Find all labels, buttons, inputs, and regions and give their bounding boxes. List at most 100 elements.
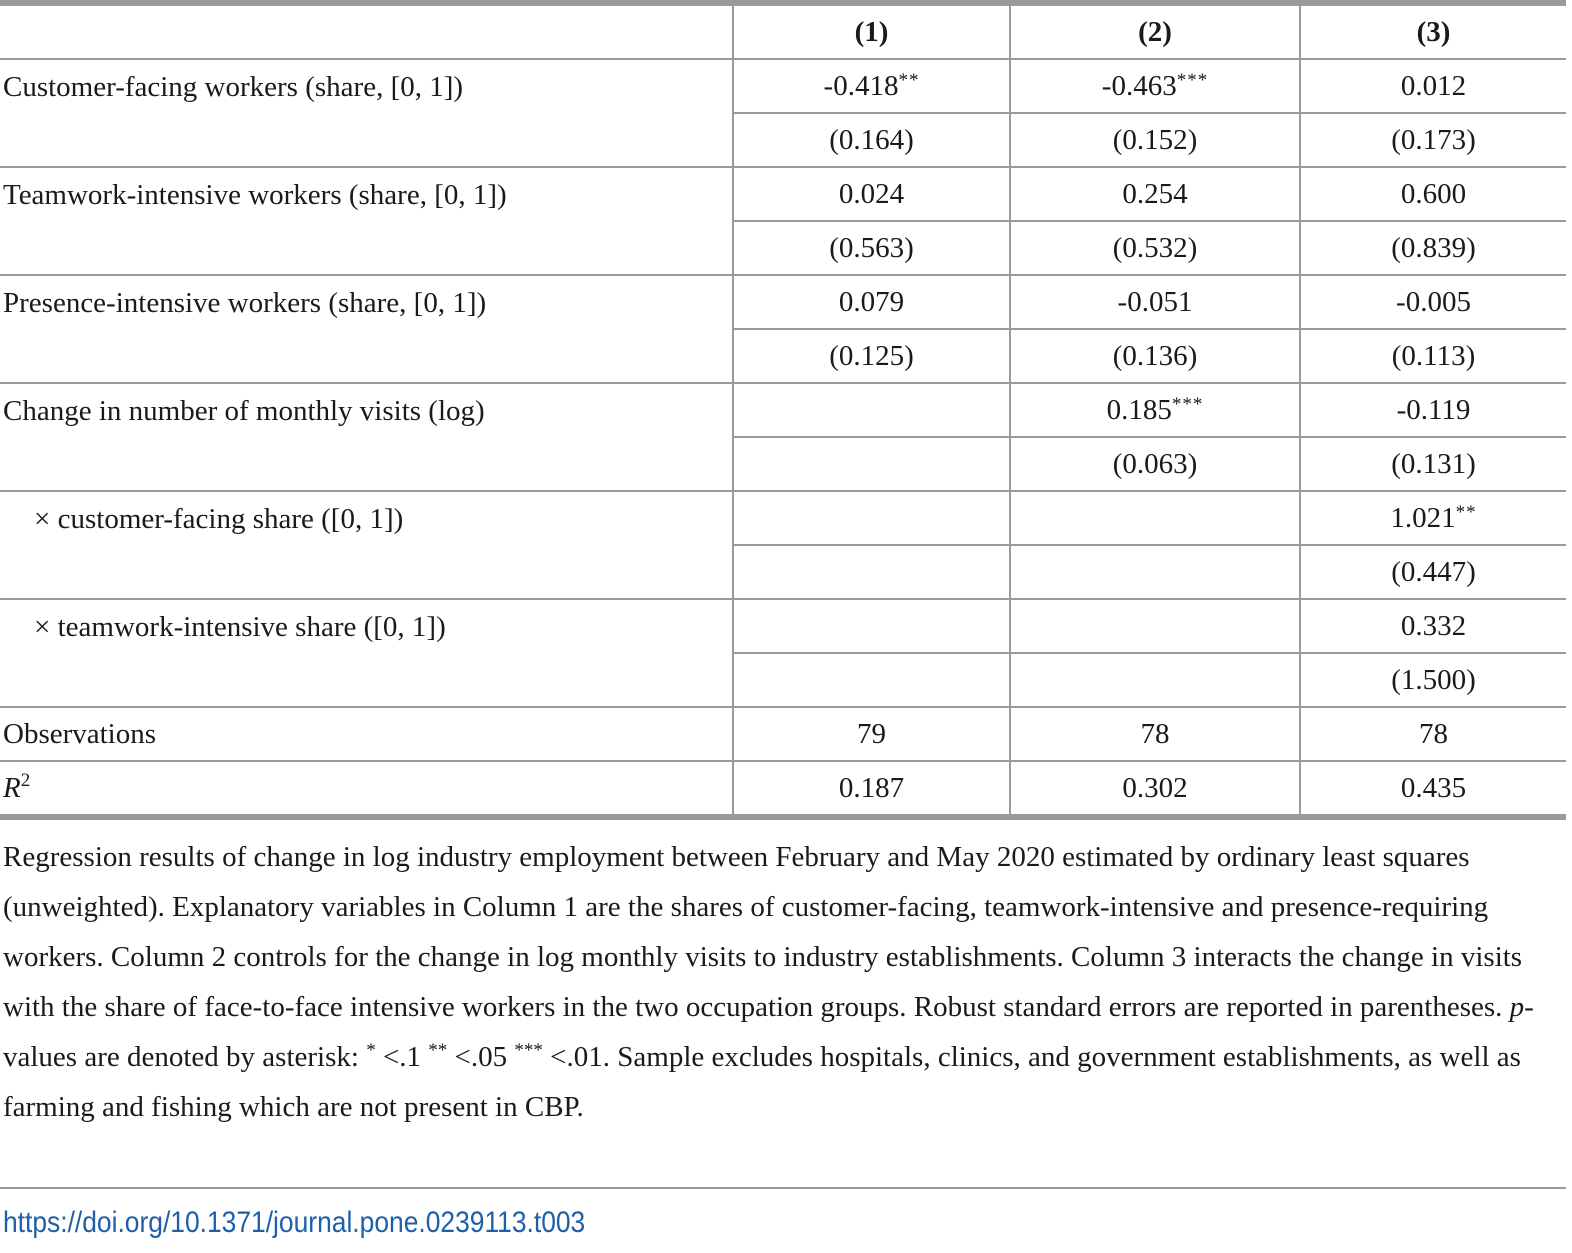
- estimate-cell: 0.024: [732, 167, 1010, 222]
- estimate-row: × teamwork-intensive share ([0, 1]) 0.332: [0, 599, 1566, 654]
- r-symbol: R: [3, 772, 21, 804]
- standard-error-cell: [1009, 545, 1300, 600]
- standard-error-row: (1.500): [0, 653, 1566, 708]
- caption-star-3: ***: [514, 1040, 543, 1061]
- standard-error-row: (0.447): [0, 545, 1566, 600]
- footer-rule: [0, 1187, 1566, 1189]
- row-label: × customer-facing share ([0, 1]): [34, 502, 404, 535]
- observations-cell: 79: [732, 707, 1010, 762]
- observations-row: Observations 79 78 78: [0, 707, 1566, 762]
- estimate-value: -0.005: [1396, 286, 1471, 318]
- standard-error-cell: (0.125): [732, 329, 1010, 384]
- caption-star-2: **: [428, 1040, 448, 1061]
- significance-stars: ***: [1171, 394, 1204, 415]
- estimate-cell: 0.254: [1009, 167, 1300, 222]
- estimate-cell: 0.600: [1299, 167, 1566, 222]
- caption-threshold-3: <.01. Sample excludes hospitals, clinics…: [3, 1041, 1521, 1123]
- standard-error-cell: (0.839): [1299, 221, 1566, 276]
- estimate-value: 0.024: [838, 178, 905, 210]
- table-body: Customer-facing workers (share, [0, 1]) -…: [0, 59, 1566, 814]
- estimate-value: -0.051: [1117, 286, 1193, 318]
- row-label-empty: [0, 653, 733, 708]
- standard-error-cell: (0.563): [732, 221, 1010, 276]
- estimate-cell: -0.005: [1299, 275, 1566, 330]
- estimate-cell: -0.463***: [1009, 59, 1300, 114]
- row-label-empty: [0, 437, 733, 492]
- estimate-row: Customer-facing workers (share, [0, 1]) -…: [0, 59, 1566, 114]
- standard-error-cell: (0.063): [1009, 437, 1300, 492]
- significance-stars: **: [898, 70, 920, 91]
- standard-error-row: (0.063) (0.131): [0, 437, 1566, 492]
- estimate-cell: [1009, 599, 1300, 654]
- standard-error-row: (0.125) (0.136) (0.113): [0, 329, 1566, 384]
- estimate-cell: 0.185***: [1009, 383, 1300, 438]
- standard-error-cell: [1009, 653, 1300, 708]
- standard-error-cell: (0.136): [1009, 329, 1300, 384]
- significance-stars: **: [1455, 502, 1477, 523]
- standard-error-cell: (1.500): [1299, 653, 1566, 708]
- row-label: Presence-intensive workers (share, [0, 1…: [3, 286, 487, 319]
- estimate-cell: -0.418**: [732, 59, 1010, 114]
- estimate-cell: [732, 599, 1010, 654]
- row-label-empty: [0, 113, 733, 168]
- table-header-row: (1) (2) (3): [0, 6, 1566, 60]
- estimate-row: × customer-facing share ([0, 1]) 1.021**: [0, 491, 1566, 546]
- row-label: Change in number of monthly visits (log): [3, 394, 485, 427]
- r-squared-cell: 0.435: [1299, 761, 1566, 814]
- standard-error-cell: [732, 437, 1010, 492]
- doi-link[interactable]: https://doi.org/10.1371/journal.pone.023…: [3, 1206, 586, 1239]
- r-squared-label: R2: [0, 761, 733, 814]
- caption-text: Regression results of change in log indu…: [3, 832, 1569, 1132]
- standard-error-cell: (0.113): [1299, 329, 1566, 384]
- standard-error-cell: (0.152): [1009, 113, 1300, 168]
- table-top-rule: [0, 0, 1566, 6]
- estimate-cell: 1.021**: [1299, 491, 1566, 546]
- estimate-row: Teamwork-intensive workers (share, [0, 1…: [0, 167, 1566, 222]
- row-label-empty: [0, 221, 733, 276]
- row-label-empty: [0, 329, 733, 384]
- row-label: Customer-facing workers (share, [0, 1]): [3, 70, 464, 103]
- estimate-value: 0.600: [1400, 178, 1467, 210]
- standard-error-row: (0.164) (0.152) (0.173): [0, 113, 1566, 168]
- caption-threshold-2: <.05: [447, 1041, 515, 1073]
- estimate-value: 0.254: [1122, 178, 1188, 210]
- estimate-value: -0.418: [823, 70, 899, 102]
- row-label: Teamwork-intensive workers (share, [0, 1…: [3, 178, 507, 211]
- regression-table-container: (1) (2) (3) Customer-facing workers (sha…: [0, 0, 1566, 820]
- estimate-cell: -0.119: [1299, 383, 1566, 438]
- estimate-cell: [1009, 491, 1300, 546]
- header-col-2: (2): [1009, 6, 1300, 60]
- estimate-row: Change in number of monthly visits (log)…: [0, 383, 1566, 438]
- estimate-value: 0.332: [1400, 610, 1467, 642]
- r-squared-cell: 0.187: [732, 761, 1010, 814]
- estimate-value: 0.079: [838, 286, 905, 318]
- standard-error-cell: (0.173): [1299, 113, 1566, 168]
- caption-star-1: *: [366, 1040, 376, 1061]
- estimate-cell: [732, 383, 1010, 438]
- estimate-cell: 0.012: [1299, 59, 1566, 114]
- observations-cell: 78: [1009, 707, 1300, 762]
- r-squared-row: R2 0.187 0.302 0.435: [0, 761, 1566, 814]
- estimate-value: -0.119: [1396, 394, 1471, 426]
- standard-error-row: (0.563) (0.532) (0.839): [0, 221, 1566, 276]
- significance-stars: ***: [1176, 70, 1209, 91]
- standard-error-cell: (0.131): [1299, 437, 1566, 492]
- table-caption: Regression results of change in log indu…: [3, 832, 1569, 1132]
- caption-p-symbol: p: [1509, 991, 1525, 1023]
- header-col-3: (3): [1299, 6, 1566, 60]
- regression-table: (1) (2) (3) Customer-facing workers (sha…: [0, 6, 1566, 814]
- row-label-empty: [0, 545, 733, 600]
- row-label: × teamwork-intensive share ([0, 1]): [34, 610, 446, 643]
- observations-cell: 78: [1299, 707, 1566, 762]
- estimate-cell: [732, 491, 1010, 546]
- caption-threshold-1: <.1: [375, 1041, 429, 1073]
- standard-error-cell: (0.164): [732, 113, 1010, 168]
- header-col-1: (1): [732, 6, 1010, 60]
- standard-error-cell: [732, 545, 1010, 600]
- estimate-cell: -0.051: [1009, 275, 1300, 330]
- estimate-value: -0.463: [1101, 70, 1177, 102]
- standard-error-cell: (0.532): [1009, 221, 1300, 276]
- standard-error-cell: [732, 653, 1010, 708]
- estimate-row: Presence-intensive workers (share, [0, 1…: [0, 275, 1566, 330]
- r-exponent: 2: [20, 770, 31, 791]
